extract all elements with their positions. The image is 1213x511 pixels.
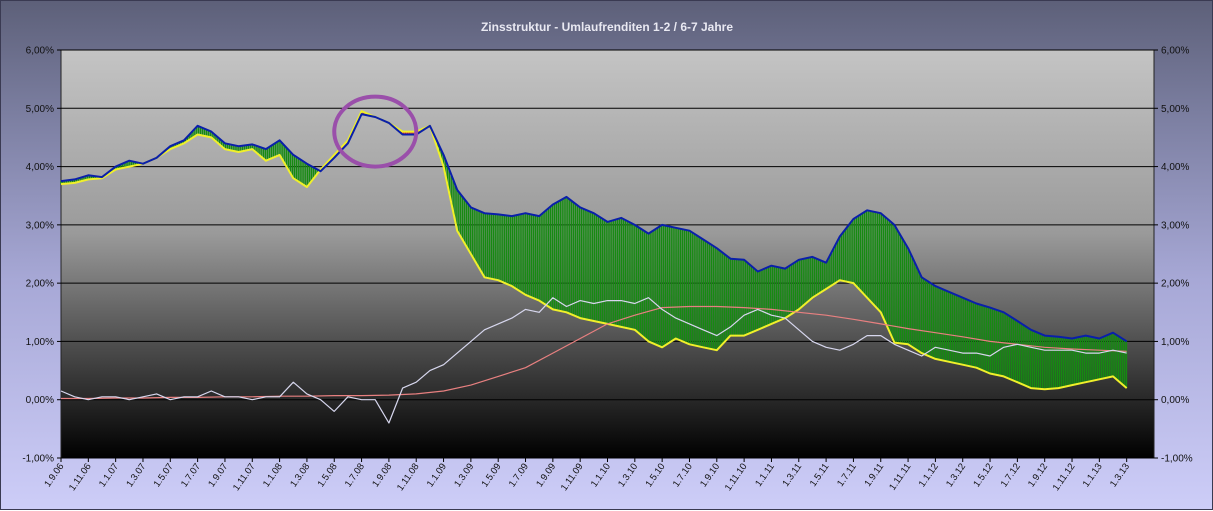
x-tick-label: 1.1.11 xyxy=(753,461,777,488)
x-tick-label: 1.1.13 xyxy=(1081,461,1105,489)
x-tick-label: 1.9.06 xyxy=(42,461,66,489)
series-lines xyxy=(60,110,1128,424)
x-tick-label: 1.9.10 xyxy=(698,461,722,489)
x-tick-label: 1.7.11 xyxy=(835,461,859,488)
x-tick-label: 1.11.08 xyxy=(395,461,422,493)
y-tick-label-right: 3,00% xyxy=(1161,220,1189,231)
short-yield-line xyxy=(60,110,1128,391)
x-tick-label: 1.7.08 xyxy=(343,461,367,489)
y-tick-label-right: 5,00% xyxy=(1161,104,1189,115)
y-tick-label-left: -1,00% xyxy=(22,454,54,465)
y-tick-label-right: -1,00% xyxy=(1161,454,1193,465)
x-tick-label: 1.11.10 xyxy=(723,461,750,493)
x-tick-label: 1.9.11 xyxy=(862,461,886,488)
x-tick-label: 1.3.12 xyxy=(944,461,968,489)
x-tick-label: 1.3.10 xyxy=(616,461,640,489)
spread-line xyxy=(60,297,1127,424)
x-tick-label: 1.9.09 xyxy=(534,461,558,489)
highlight-ellipse xyxy=(332,94,419,169)
x-tick-label: 1.5.12 xyxy=(971,461,995,489)
x-tick-label: 1.11.09 xyxy=(559,461,586,493)
y-tick-label-right: 6,00% xyxy=(1161,46,1189,57)
x-tick-label: 1.7.12 xyxy=(999,461,1023,489)
x-tick-label: 1.3.11 xyxy=(780,461,804,488)
y-axis-left: -1,00% 0,00% 1,00% 2,00% 3,00% 4,00% 5,00% 6,00… xyxy=(22,46,61,465)
x-tick-label: 1.1.10 xyxy=(589,461,613,489)
long-yield-line xyxy=(60,113,1128,343)
y-tick-label-left: 3,00% xyxy=(26,220,54,231)
x-tick-label: 1.5.10 xyxy=(643,461,667,489)
x-tick-label: 1.11.07 xyxy=(231,461,258,493)
y-tick-label-left: 6,00% xyxy=(26,46,54,57)
x-tick-label: 1.5.09 xyxy=(479,461,503,489)
y-axis-right: -1,00% 0,00% 1,00% 2,00% 3,00% 4,00% 5,00% 6,00… xyxy=(1154,46,1193,465)
x-tick-label: 1.1.12 xyxy=(917,461,941,489)
x-tick-label: 1.9.12 xyxy=(1026,461,1050,489)
x-tick-label: 1.1.09 xyxy=(425,461,449,489)
chart-title: Zinsstruktur - Umlaufrenditen 1-2 / 6-7 … xyxy=(481,20,733,34)
y-tick-label-right: 4,00% xyxy=(1161,162,1189,173)
x-axis: 1.9.06 1.11.06 1.1.07 1.3.07 1.5.07 1.7.07 1.9… xyxy=(42,458,1132,493)
x-tick-label: 1.11.11 xyxy=(887,461,913,492)
x-tick-label: 1.5.07 xyxy=(152,461,176,489)
y-tick-label-left: 1,00% xyxy=(26,337,54,348)
x-tick-label: 1.5.11 xyxy=(808,461,832,488)
x-tick-label: 1.3.13 xyxy=(1108,461,1132,489)
x-tick-label: 1.5.08 xyxy=(316,461,340,489)
y-tick-label-left: 4,00% xyxy=(26,162,54,173)
y-tick-label-left: 5,00% xyxy=(26,104,54,115)
x-tick-label: 1.7.09 xyxy=(507,461,531,489)
y-tick-label-right: 2,00% xyxy=(1161,279,1189,290)
y-tick-label-right: 0,00% xyxy=(1161,395,1189,406)
x-tick-label: 1.3.09 xyxy=(452,461,476,489)
y-tick-label-left: 2,00% xyxy=(26,279,54,290)
x-tick-label: 1.9.08 xyxy=(370,461,394,489)
x-tick-label: 1.11.06 xyxy=(67,461,94,493)
x-tick-label: 1.7.10 xyxy=(671,461,695,489)
x-tick-label: 1.1.08 xyxy=(261,461,285,489)
y-tick-label-right: 1,00% xyxy=(1161,337,1189,348)
x-tick-label: 1.11.12 xyxy=(1051,461,1078,493)
spread-bars xyxy=(60,111,1128,390)
x-tick-label: 1.7.07 xyxy=(179,461,203,489)
x-tick-label: 1.3.08 xyxy=(288,461,312,489)
x-tick-label: 1.3.07 xyxy=(124,461,148,489)
x-tick-label: 1.1.07 xyxy=(97,461,121,489)
y-tick-label-left: 0,00% xyxy=(26,395,54,406)
x-tick-label: 1.9.07 xyxy=(206,461,230,489)
